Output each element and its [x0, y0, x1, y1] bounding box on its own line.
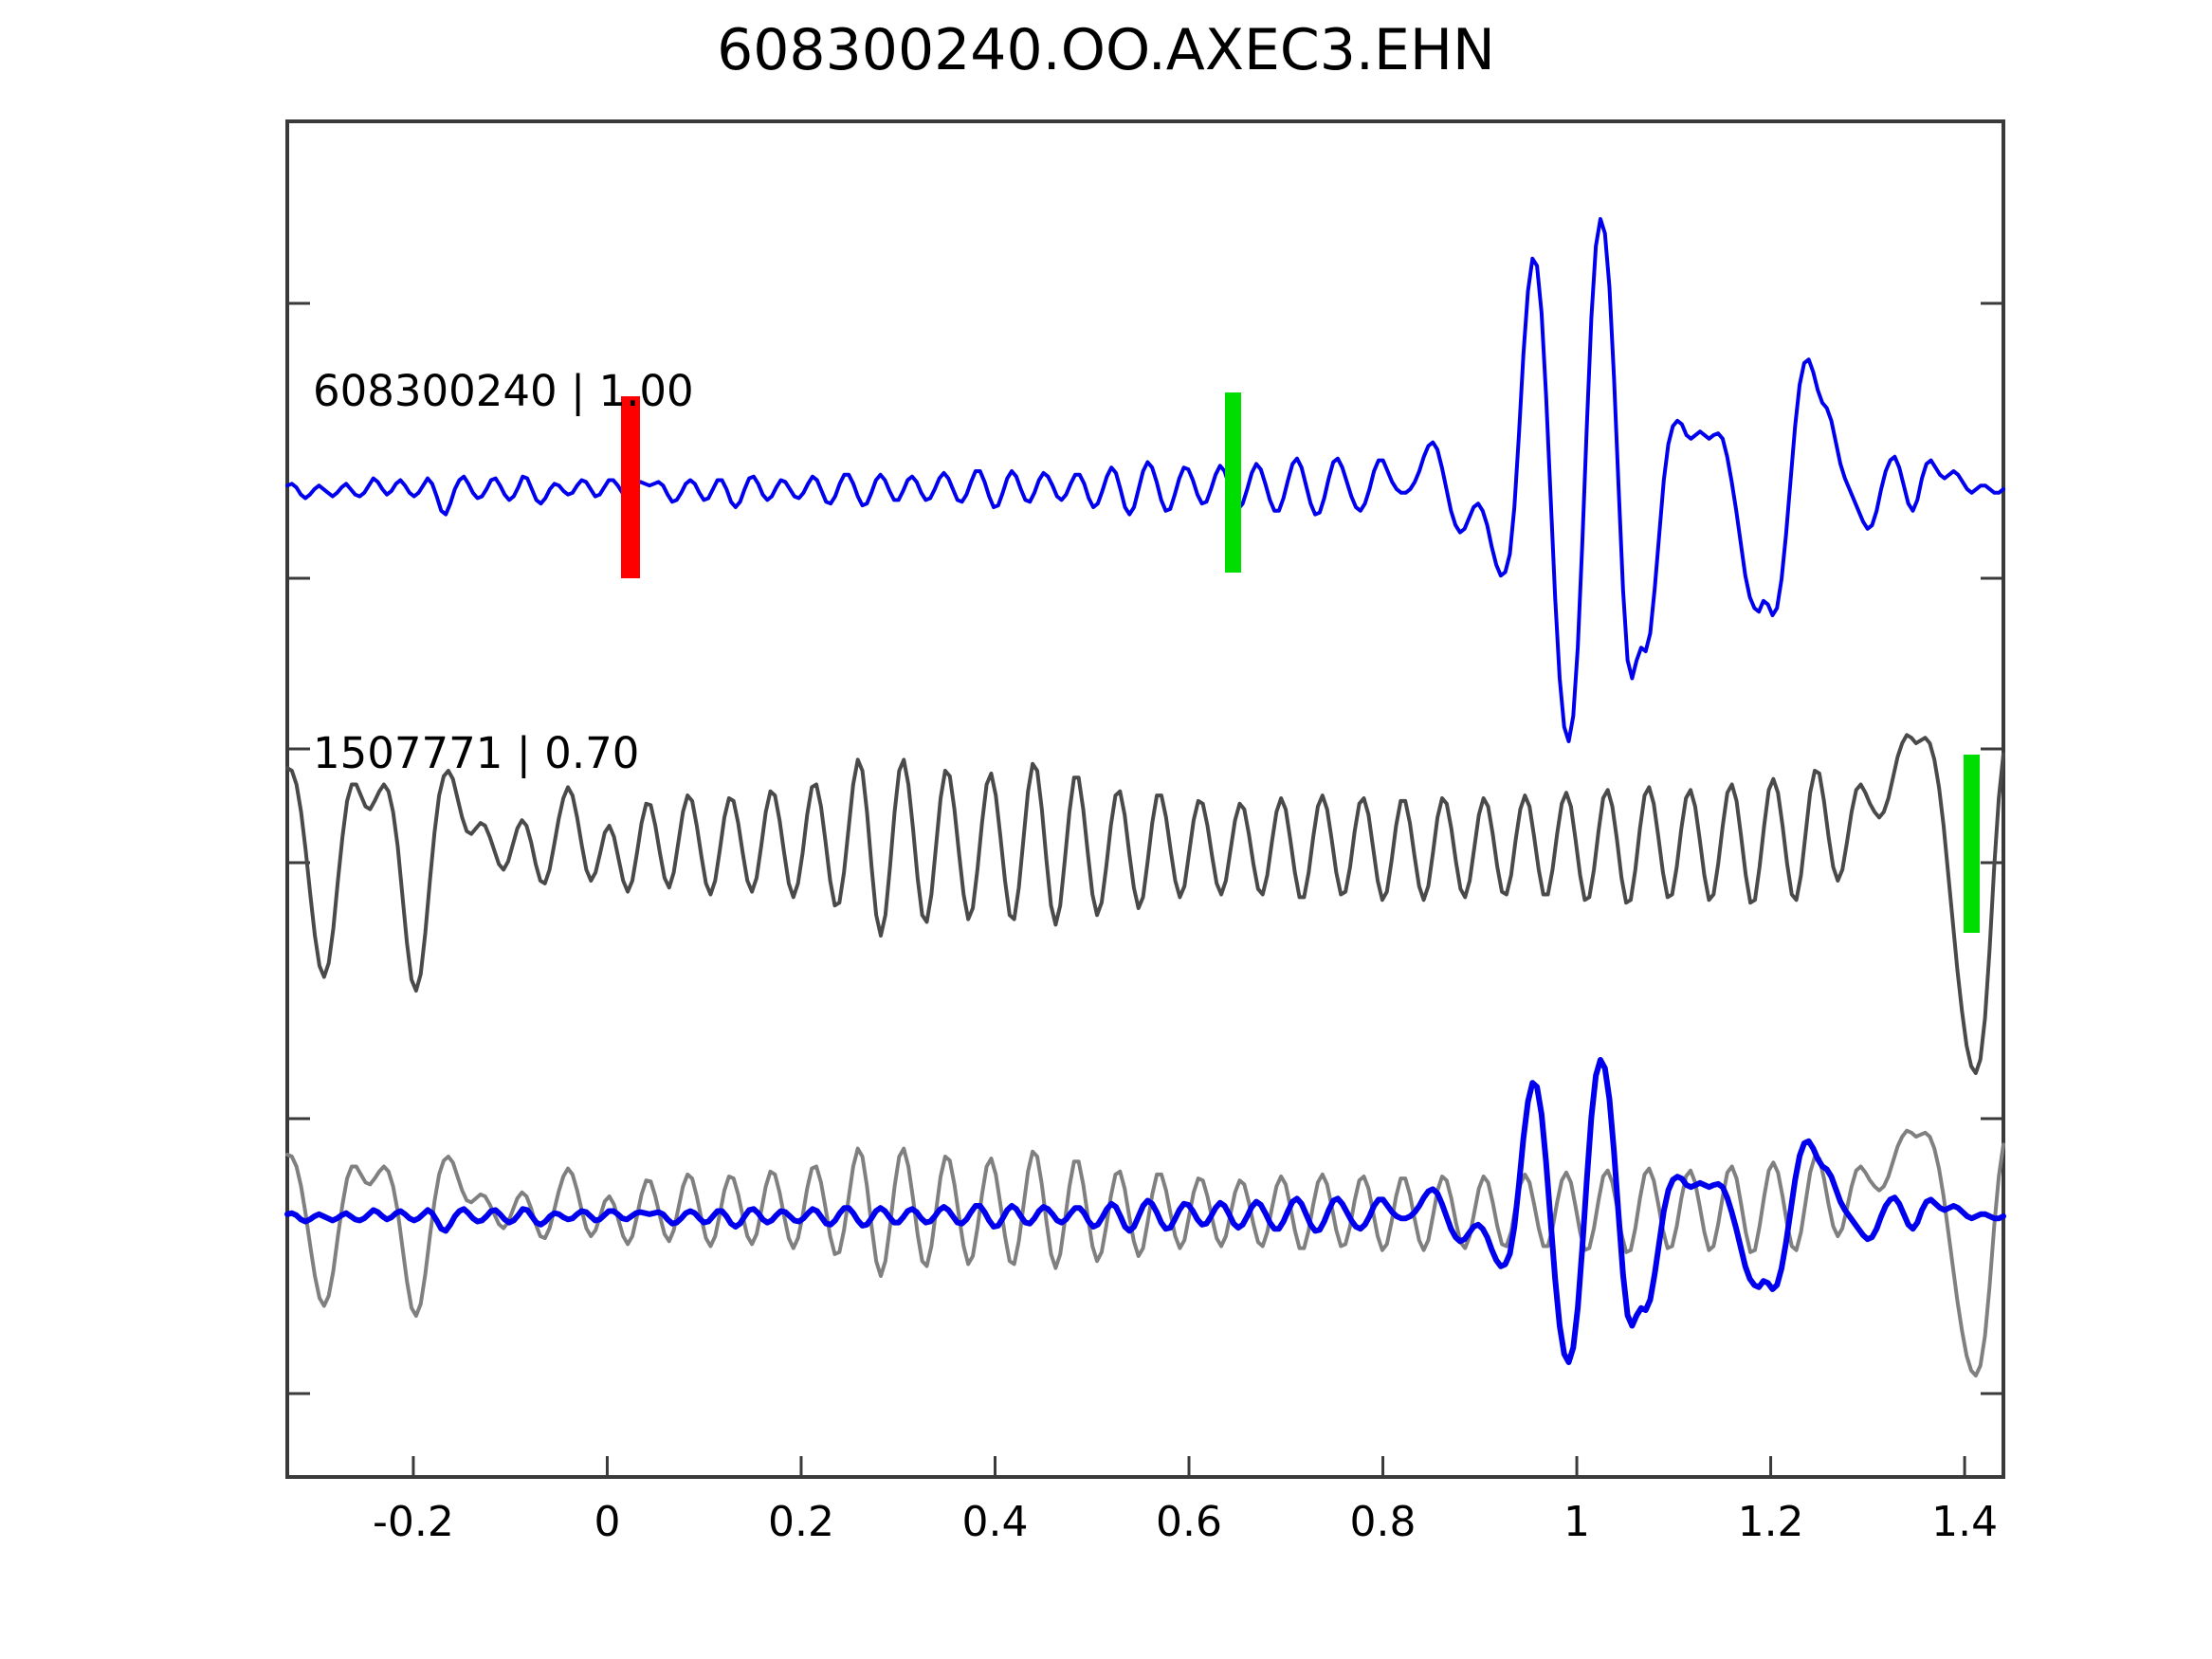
x-tick-label: 0.4 [962, 1498, 1029, 1546]
x-tick-label: 0 [594, 1498, 620, 1546]
x-tick-label: 1 [1563, 1498, 1590, 1546]
x-axis-ticks [411, 1456, 1966, 1477]
waveform-traces [284, 217, 2006, 1377]
trace1-annotation-label: 608300240 | 1.00 [313, 366, 694, 416]
x-tick-label: 1.4 [1931, 1498, 1998, 1546]
page-title: 608300240.OO.AXEC3.EHN [717, 17, 1495, 83]
x-tick-label: 1.2 [1738, 1498, 1804, 1546]
x-tick-label: 0.8 [1350, 1498, 1417, 1546]
x-tick-label: 0.2 [768, 1498, 834, 1546]
green-pick-marker-1 [1225, 392, 1241, 573]
green-pick-marker-2 [1964, 755, 1980, 933]
trace2-annotation-label: 1507771 | 0.70 [313, 728, 639, 778]
x-tick-label: 0.6 [1156, 1498, 1222, 1546]
plot-border [285, 119, 2005, 1479]
axes-frame [285, 119, 2005, 1479]
red-pick-marker [621, 396, 640, 578]
overlay-trace-1507771 [285, 1128, 2005, 1377]
x-axis-tick-labels: -0.2 0 0.2 0.4 0.6 0.8 1 1.2 1.4 [373, 1498, 1998, 1546]
trace-1507771 [285, 733, 2005, 1075]
x-tick-label: -0.2 [373, 1498, 454, 1546]
overlay-trace-608300240 [284, 1057, 2006, 1365]
trace-608300240 [285, 217, 2005, 743]
